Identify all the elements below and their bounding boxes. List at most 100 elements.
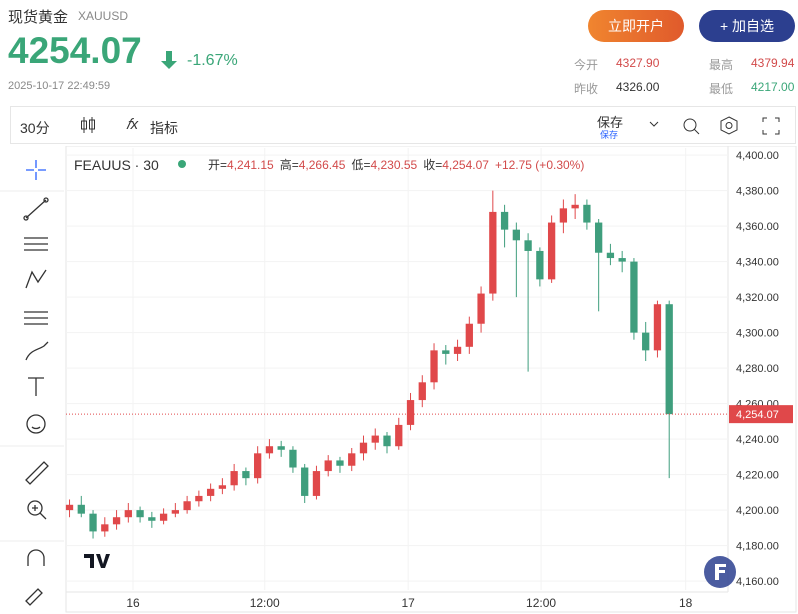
legend-label: 收= [423, 158, 442, 172]
y-tick-label: 4,380.00 [736, 186, 779, 198]
candle-body [359, 442, 368, 454]
candle-body [371, 435, 379, 443]
interval[interactable]: 30分 [20, 120, 50, 136]
legend-value: +12.75 (+0.30%) [495, 158, 584, 172]
toolbar-icons [649, 116, 780, 135]
candle-body [630, 261, 638, 333]
stat-label: 最高 [709, 58, 734, 72]
candle-body [254, 453, 262, 479]
candle-body [453, 346, 462, 354]
candle-body [512, 229, 520, 241]
candle-body [230, 471, 238, 486]
legend-label: 低= [351, 158, 370, 172]
indicators[interactable]: 指标 [150, 120, 178, 136]
candle-body [442, 350, 450, 354]
add-watchlist[interactable]: + 加自选 [699, 10, 795, 42]
candle-body [524, 240, 532, 251]
candle-body [395, 424, 403, 447]
watermark-f [715, 564, 726, 580]
y-tick-label: 4,220.00 [736, 470, 779, 482]
candle-body [242, 471, 250, 479]
symbol: XAUUSD [78, 9, 129, 23]
title: 现货黄金 [8, 9, 69, 26]
y-tick-label: 4,360.00 [736, 221, 779, 233]
candle-body [265, 446, 274, 454]
symbol-label: FEAUUS · 30 [74, 157, 159, 173]
x-tick-label: 17 [401, 596, 415, 610]
candle-body [136, 510, 144, 518]
candle-body [418, 382, 426, 401]
legend-label: 开= [208, 158, 227, 172]
fx-icon[interactable]: 𝑓x [126, 116, 139, 133]
y-tick-label: 4,320.00 [736, 292, 779, 304]
candle-body [289, 449, 297, 468]
chart: 4,160.00 4,180.00 4,200.00 4,220.00 4,240.00… [65, 146, 797, 613]
stat-value: 4217.00 [751, 80, 795, 94]
stat-label: 最低 [709, 82, 734, 96]
save-sub: 保存 [600, 130, 619, 140]
legend-label: 高= [280, 157, 299, 172]
candle-body [559, 208, 568, 223]
plot-border [65, 146, 797, 613]
candle-body [65, 504, 74, 511]
x-tick-label: 18 [679, 596, 693, 610]
datetime: 2025-10-17 22:49:59 [8, 80, 111, 92]
legend-value: 4,254.07 [442, 158, 489, 172]
y-tick-label: 4,240.00 [736, 434, 779, 446]
price: 4254.07 [8, 30, 142, 71]
tv-logo-mark [84, 554, 110, 568]
status-dot [178, 160, 186, 168]
save[interactable]: 保存 [597, 115, 624, 130]
stat-value: 4379.94 [751, 56, 795, 70]
candle-body [112, 517, 121, 525]
y-tick-label: 4,180.00 [736, 541, 779, 553]
candle-body [618, 258, 626, 262]
candle-body [383, 435, 391, 447]
legend-value: 4,230.55 [370, 158, 417, 172]
candle-body [195, 495, 203, 502]
stat-label: 昨收 [574, 82, 599, 96]
candle-body [477, 293, 485, 324]
y-tick-label: 4,300.00 [736, 328, 779, 340]
x-tick-label: 12:00 [526, 596, 556, 610]
candle-body [312, 471, 321, 496]
stat-value: 4327.90 [616, 56, 660, 70]
candle-body [77, 504, 85, 514]
candle-body [183, 501, 191, 511]
y-tick-label: 4,400.00 [736, 150, 779, 162]
candle-body [277, 446, 285, 450]
down-arrow [161, 51, 177, 69]
candle-body [348, 453, 356, 466]
candle-body [301, 467, 309, 496]
candle-body [124, 510, 132, 518]
y-tick-label: 4,340.00 [736, 257, 779, 269]
candle-body [218, 485, 227, 489]
open-account[interactable]: 立即开户 [588, 10, 684, 42]
x-tick-label: 12:00 [250, 596, 280, 610]
last-price-label: 4,254.07 [736, 409, 779, 421]
candle-body [653, 304, 662, 351]
candle-body [206, 488, 215, 496]
candle-body [101, 524, 109, 532]
y-tick-label: 4,280.00 [736, 363, 779, 375]
candle-body [430, 350, 438, 383]
toolbar [10, 106, 796, 144]
candle-body [595, 222, 603, 253]
tv-logo [78, 546, 112, 574]
candle-body [547, 222, 556, 280]
candle-body [583, 204, 591, 223]
candle-icon[interactable] [78, 115, 98, 135]
y-tick-label: 4,200.00 [736, 505, 779, 517]
candle-body [324, 460, 332, 472]
candle-body [465, 323, 473, 347]
candle-body [642, 332, 650, 351]
candle-body [406, 400, 415, 425]
stat-value: 4326.00 [616, 80, 660, 94]
candle-body [89, 513, 97, 532]
candle-body [159, 513, 168, 521]
change: -1.67% [187, 52, 238, 69]
candle-body [500, 211, 509, 230]
stat-label: 今开 [574, 58, 599, 72]
y-tick-label: 4,160.00 [736, 576, 779, 588]
